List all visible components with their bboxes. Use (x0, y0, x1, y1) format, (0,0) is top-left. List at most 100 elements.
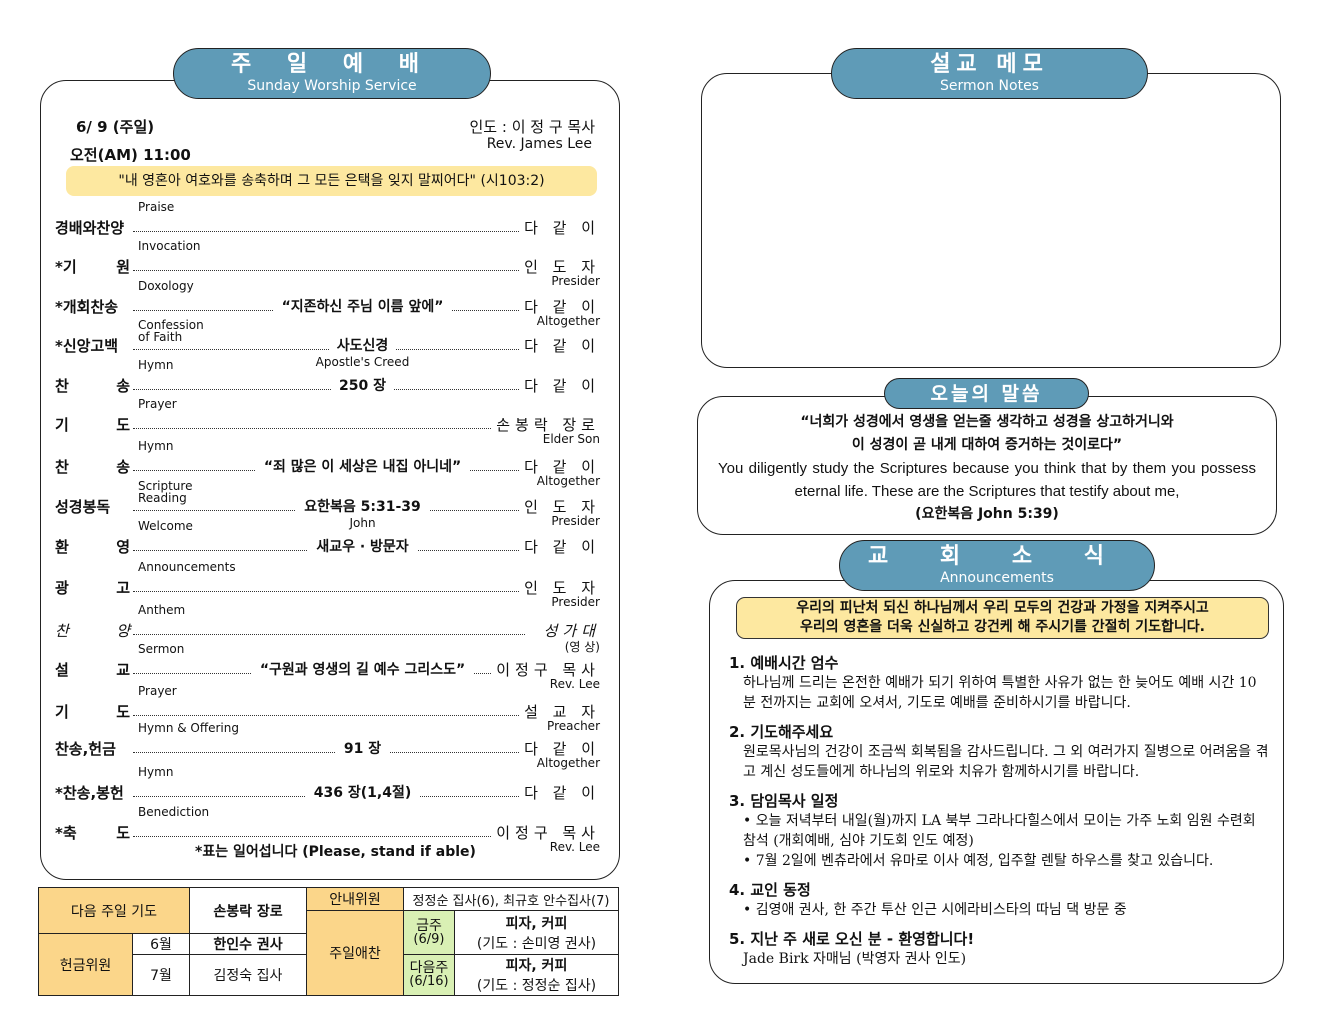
item-english: Anthem (138, 603, 186, 617)
service-time: 오전(AM) 11:00 (70, 146, 191, 164)
item-english: Prayer (138, 397, 177, 411)
service-leader-en: Rev. James Lee (486, 136, 592, 152)
item-presenter-en: (영 상) (564, 640, 600, 654)
liturgy-item: 경배와찬양 Praise 다 같 이 (55, 201, 600, 241)
sermon-notes-area[interactable] (701, 73, 1281, 368)
usher-label: 안내위원 (305, 887, 404, 911)
item-content: 요한복음 5:31-39 (205, 496, 520, 516)
next-food: 피자, 커피 (505, 958, 568, 974)
item-title: *신앙고백 (55, 335, 130, 356)
announcement-text: • 김영애 권사, 한 주간 투산 인근 시에라비스타의 따님 댁 방문 중 (743, 902, 1127, 918)
month-7-name: 김정숙 집사 (188, 954, 307, 996)
item-title: *찬송,봉헌 (55, 782, 130, 803)
dotted-leader (133, 634, 525, 635)
item-english: Invocation (138, 239, 201, 253)
item-presenter-en: Altogether (536, 314, 600, 328)
item-content: “지존하신 주님 이름 앞에” (205, 296, 520, 316)
item-title-part: 찬송,헌금 (55, 740, 116, 758)
item-content-sub: John (349, 516, 376, 530)
item-title-part: 경배와찬양 (55, 219, 125, 237)
item-title-part: *개회찬송 (55, 298, 119, 316)
this-week-cell: 금주 (6/9) (402, 910, 455, 955)
item-english: Sermon (138, 642, 185, 656)
sermon-notes-header: 설교 메모 Sermon Notes (831, 48, 1148, 99)
todays-word-header: 오늘의 말씀 (884, 378, 1089, 409)
item-title: *개회찬송 (55, 296, 130, 317)
item-content-text: 사도신경 (328, 338, 397, 354)
word-en: You diligently study the Scriptures beca… (718, 460, 1256, 500)
next-week-cell: 다음주 (6/16) (402, 954, 455, 996)
item-title-part: *기 (55, 258, 77, 276)
announcement-text: Jade Birk 자매님 (박영자 권사 인도) (743, 951, 967, 967)
item-presenter: 다 같 이 (520, 217, 600, 238)
item-content: 새교우 · 방문자 (205, 536, 520, 556)
service-date: 6/ 9 (주일) (76, 118, 155, 136)
item-content-text: “지존하신 주님 이름 앞에” (273, 299, 452, 315)
item-title-part: 환 (55, 538, 69, 556)
liturgy-item: *찬송,봉헌 Hymn 436 장(1,4절) 다 같 이 (55, 766, 600, 806)
next-week-food: 피자, 커피 (기도 : 정정순 집사) (453, 954, 620, 996)
worship-header: 주 일 예 배 Sunday Worship Service (173, 48, 491, 99)
item-presenter: 다 같 이 (520, 536, 600, 557)
this-week-date: (6/9) (413, 931, 445, 947)
item-presenter: 다 같 이 (520, 296, 600, 317)
dotted-leader (133, 270, 525, 271)
item-content-text: 새교우 · 방문자 (308, 539, 417, 555)
word-ref: (요한복음 John 5:39) (915, 506, 1059, 522)
item-title-part: 찬 (55, 458, 69, 476)
announcement-heading: 1. 예배시간 엄수 (729, 654, 839, 672)
item-presenter: 이정구 목사 (492, 822, 600, 843)
item-title-part: 양 (116, 622, 130, 640)
item-content-text: 91 장 (335, 741, 390, 757)
announcement-item: 2. 기도해주세요 원로목사님의 건강이 조금씩 회복됨을 감사드립니다. 그 외… (729, 721, 1269, 782)
item-title-part: 원 (116, 258, 130, 276)
announcements-header: 교 회 소 식 Announcements (839, 540, 1155, 591)
item-english: Benediction (138, 805, 210, 819)
item-title-part: *신앙고백 (55, 337, 119, 355)
announcement-text: 하나님께 드리는 온전한 예배가 되기 위하여 특별한 사유가 없는 한 늦어도… (743, 675, 1257, 711)
item-presenter-en: Presider (551, 274, 600, 288)
item-presenter: 인 도 자 (520, 496, 600, 517)
item-presenter: 성가대 (539, 620, 600, 641)
item-presenter: 인 도 자 (520, 256, 600, 277)
item-english: Prayer (138, 684, 177, 698)
word-title: 오늘의 말씀 (930, 383, 1043, 405)
liturgy-item: 찬송,헌금 Hymn & Offering 91 장 다 같 이 Altoget… (55, 722, 600, 770)
item-presenter-en: Elder Son (542, 432, 600, 446)
service-leader: 인도 : 이 정 구 목사 (469, 118, 596, 136)
item-title: 성경봉독 (55, 496, 130, 517)
liturgy-item: *신앙고백 Confession of Faith 사도신경 Apostle's… (55, 319, 600, 369)
item-title-part: 설 (55, 661, 69, 679)
word-ko-1: “너희가 성경에서 영생을 얻는줄 생각하고 성경을 상고하거니와 (800, 414, 1174, 430)
next-prayer-name: 손봉락 장로 (188, 887, 307, 934)
item-content-text: 요한복음 5:31-39 (296, 499, 429, 515)
item-english: Scripture Reading (138, 479, 193, 505)
offering-label: 헌금위원 (38, 933, 133, 996)
announcement-text: • 오늘 저녁부터 내일(월)까지 LA 북부 그라나다힐스에서 모이는 가주 … (743, 813, 1256, 849)
item-content: 91 장 (205, 738, 520, 758)
item-presenter-en: Altogether (536, 474, 600, 488)
item-title-part: 영 (116, 538, 130, 556)
item-presenter: 다 같 이 (520, 456, 600, 477)
announcement-text: 원로목사님의 건강이 조금씩 회복됨을 감사드립니다. 그 외 여러가지 질병으… (743, 744, 1269, 780)
next-week-date: (6/16) (409, 974, 449, 989)
dotted-leader (133, 231, 525, 232)
liturgy-item: *기 원 Invocation 인 도 자 Presider (55, 240, 600, 288)
announcement-text: • 7월 2일에 벤츄라에서 유마로 이사 예정, 입주할 렌탈 하우스를 찾고… (743, 853, 1214, 869)
prayer-line-2: 우리의 영혼을 더욱 신실하고 강건케 해 주시기를 간절히 기도합니다. (800, 619, 1205, 635)
word-ko-2: 이 성경이 곧 내게 대하여 증거하는 것이로다” (851, 437, 1123, 453)
item-title-part: 기 (55, 703, 69, 721)
verse-banner: "내 영혼아 여호와를 송축하며 그 모든 은택을 잊지 말찌어다" (시103… (66, 166, 597, 196)
item-presenter-en: Presider (551, 595, 600, 609)
item-english: Confession of Faith (138, 318, 204, 344)
item-content: 436 장(1,4절) (205, 782, 520, 802)
item-title-part: 고 (116, 579, 130, 597)
item-content-text: 436 장(1,4절) (305, 785, 420, 801)
